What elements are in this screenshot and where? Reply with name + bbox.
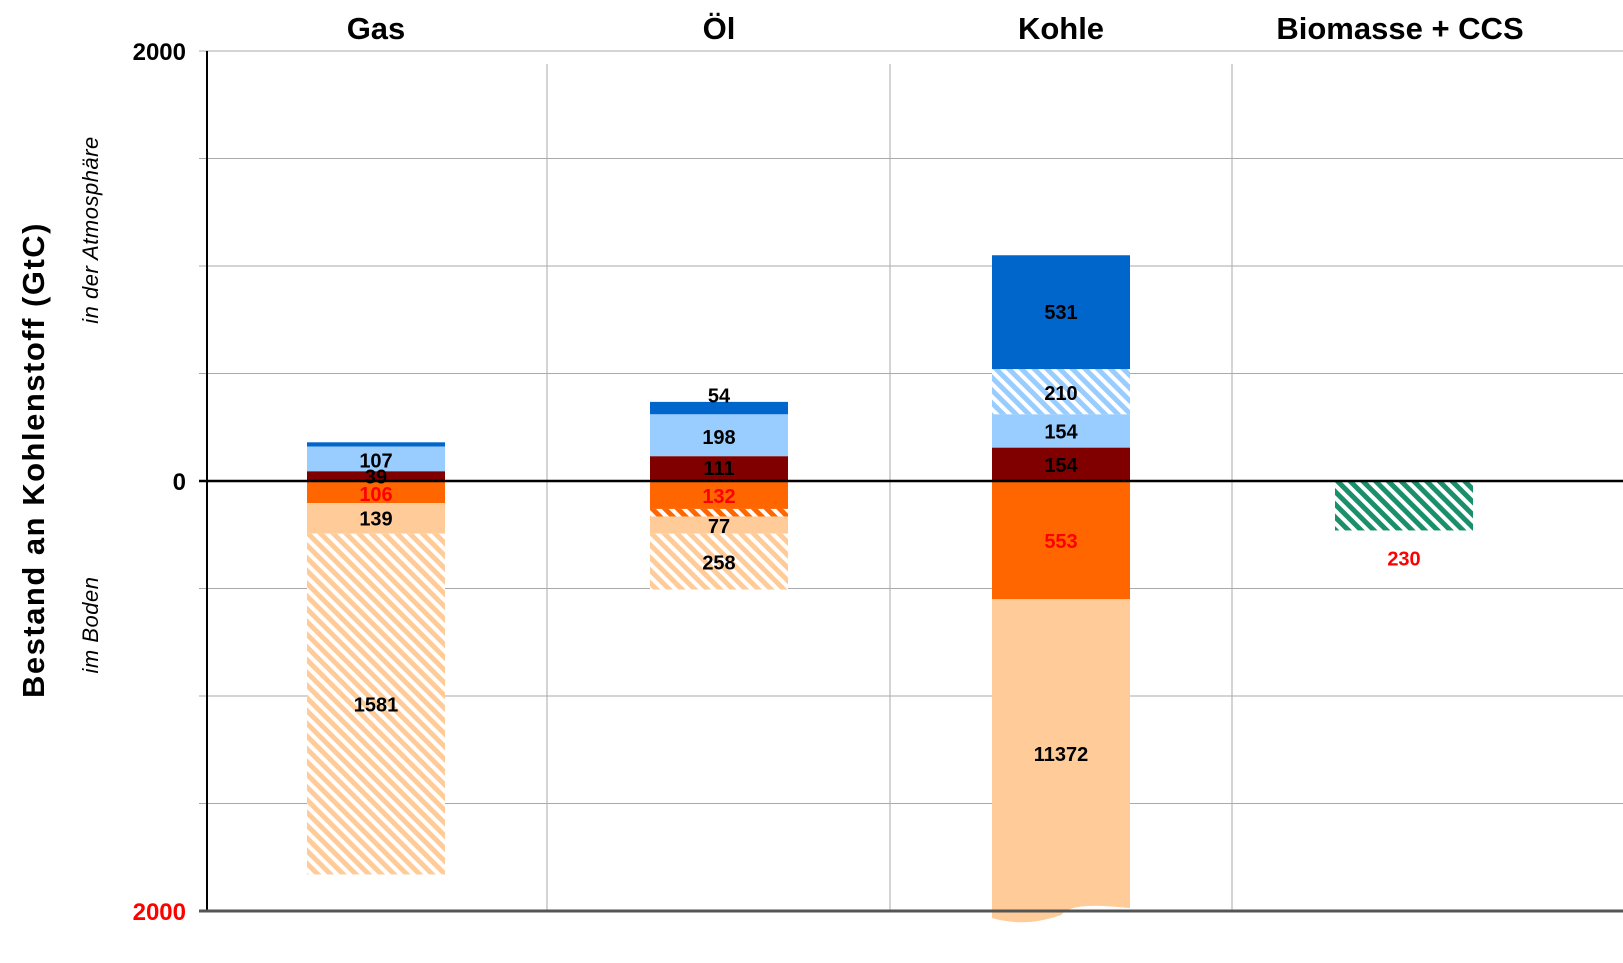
category-label: Biomasse + CCS xyxy=(1276,11,1523,46)
data-label: 39 xyxy=(365,467,387,489)
bar--l xyxy=(650,401,788,590)
bar-segment xyxy=(650,456,788,481)
category-label: Kohle xyxy=(1018,11,1104,46)
category-label: Öl xyxy=(703,11,736,46)
bar-segment xyxy=(307,533,445,875)
y-axis-title: Bestand an Kohlenstoff (GtC) xyxy=(16,222,51,698)
bar-segment xyxy=(650,481,788,509)
bar-segment xyxy=(650,401,788,415)
data-label: 531 xyxy=(1044,302,1077,324)
data-label: 210 xyxy=(1044,383,1077,405)
data-label: 107 xyxy=(359,451,392,473)
bar-segment xyxy=(650,508,788,517)
bar-segment xyxy=(992,481,1130,600)
bar-segment xyxy=(992,447,1130,481)
bar-segment xyxy=(307,481,445,504)
bar-segment xyxy=(992,369,1130,415)
bar-gas xyxy=(307,442,445,875)
data-label: 1581 xyxy=(354,695,399,717)
y-tick-label: 2000 xyxy=(133,899,186,926)
bar-biomasse-ccs xyxy=(1335,481,1473,531)
data-label: 54 xyxy=(708,385,731,407)
data-label: 77 xyxy=(708,516,730,538)
data-label: 258 xyxy=(702,553,735,575)
axes xyxy=(199,51,1623,913)
data-label: 154 xyxy=(1044,422,1078,444)
bar-segment xyxy=(992,255,1130,370)
y-axis-sublabel-lower: im Boden xyxy=(78,577,103,674)
bar-segment xyxy=(307,446,445,472)
bar-segment xyxy=(1335,481,1473,531)
bar-kohle xyxy=(992,255,1130,923)
data-label: 111 xyxy=(703,458,734,480)
bar-segment xyxy=(992,414,1130,448)
data-label: 106 xyxy=(359,484,392,506)
bar-segment xyxy=(650,414,788,457)
bars xyxy=(307,255,1473,923)
bar-segment xyxy=(307,503,445,534)
data-label: 154 xyxy=(1044,455,1078,477)
data-label: 11372 xyxy=(1034,744,1089,766)
data-label: 553 xyxy=(1044,531,1077,553)
bar-segment xyxy=(650,533,788,590)
category-label: Gas xyxy=(347,11,406,46)
data-label: 139 xyxy=(359,509,392,531)
y-tick-label: 2000 xyxy=(133,39,186,66)
data-label: 132 xyxy=(702,486,735,508)
y-axis-sublabel-upper: in der Atmosphäre xyxy=(78,136,103,323)
bar-segment xyxy=(650,516,788,534)
bar-segment xyxy=(992,599,1130,923)
data-label: 230 xyxy=(1387,548,1420,570)
y-tick-label: 0 xyxy=(173,469,186,496)
bar-segment xyxy=(307,442,445,447)
bar-segment xyxy=(307,471,445,481)
data-label: 198 xyxy=(702,427,735,449)
